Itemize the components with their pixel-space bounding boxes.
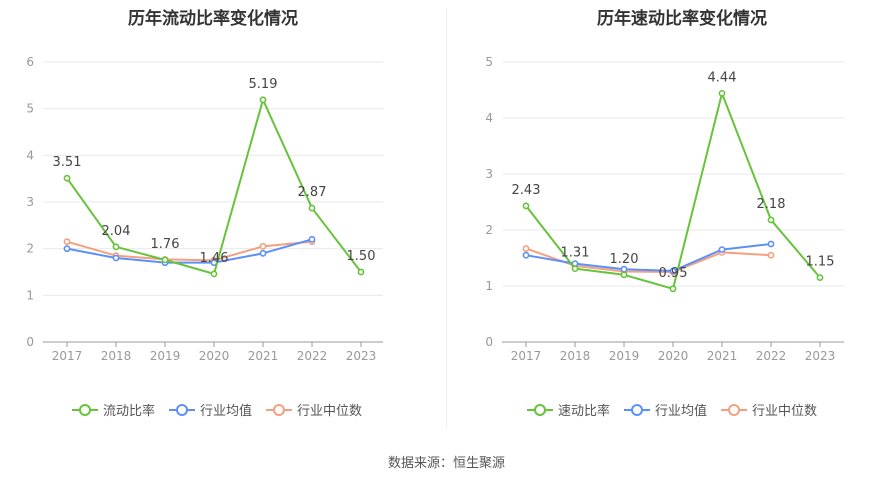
data-point (767, 240, 775, 248)
x-tick-label: 2020 (658, 349, 689, 363)
x-tick-label: 2022 (756, 349, 787, 363)
x-tick-label: 2023 (805, 349, 836, 363)
chart-title: 历年速动比率变化情况 (597, 9, 767, 29)
legend-item-median[interactable]: 行业中位数 (721, 400, 817, 419)
legend-line-icon (526, 403, 553, 417)
data-point (522, 202, 530, 210)
data-point (620, 271, 628, 279)
legend: 流动比率 行业均值 行业中位数 (0, 400, 440, 419)
data-label: 2.43 (512, 183, 541, 198)
series-line-1 (66, 238, 313, 264)
y-tick-label: 6 (26, 55, 34, 69)
legend-line-icon (168, 403, 195, 417)
legend-item-avg[interactable]: 行业均值 (168, 400, 252, 419)
data-source: 数据来源：恒生聚源 (387, 456, 505, 471)
data-point (308, 204, 316, 212)
y-tick-label: 5 (485, 55, 493, 69)
y-tick-label: 0 (26, 335, 34, 349)
data-label: 2.04 (102, 224, 131, 239)
chart-panel-quick-ratio: 历年速动比率变化情况 0 1 2 3 4 5 2017 2018 2019 2020 2021 202… (447, 0, 893, 430)
data-point (259, 242, 267, 250)
data-point (767, 216, 775, 224)
x-tick-label: 2018 (101, 349, 132, 363)
data-point (522, 245, 530, 252)
x-tick-label: 2017 (511, 349, 542, 363)
data-point (63, 174, 71, 182)
data-point (112, 254, 120, 262)
data-point (571, 265, 579, 273)
data-point (210, 270, 218, 278)
data-point (669, 285, 677, 293)
y-tick-label: 4 (26, 148, 34, 162)
y-tick-label: 2 (26, 242, 34, 256)
data-point (63, 238, 71, 246)
x-tick-label: 2021 (707, 349, 738, 363)
current-ratio-plot: 0 1 2 3 4 5 6 2017 2018 2019 2020 2021 2022 2023 3.51 2… (26, 55, 383, 363)
data-label: 1.31 (561, 246, 590, 261)
y-tick-label: 2 (485, 223, 493, 237)
legend-item-median[interactable]: 行业中位数 (266, 400, 362, 419)
data-label: 3.51 (53, 155, 82, 170)
series-line-2 (66, 240, 313, 262)
y-tick-label: 4 (485, 111, 493, 125)
legend-item-main[interactable]: 速动比率 (526, 400, 610, 419)
data-point (718, 89, 726, 97)
data-point (308, 235, 316, 243)
legend-line-icon (623, 403, 650, 417)
series-line-1 (525, 243, 772, 272)
data-label: 2.87 (298, 185, 327, 200)
legend-label: 流动比率 (102, 404, 155, 419)
data-label: 1.46 (200, 251, 229, 266)
data-label: 1.76 (151, 237, 180, 252)
data-label: 1.15 (806, 255, 835, 270)
legend-label: 行业均值 (199, 404, 252, 419)
legend-label: 行业中位数 (752, 404, 818, 419)
data-point (357, 268, 365, 276)
data-label: 2.18 (757, 197, 786, 212)
y-tick-label: 1 (485, 279, 493, 293)
data-label: 5.19 (249, 77, 278, 92)
data-label: 0.95 (659, 266, 688, 281)
data-point (522, 251, 530, 259)
x-tick-label: 2021 (248, 349, 279, 363)
panel-divider (446, 8, 447, 428)
legend-line-icon (721, 403, 747, 417)
legend-line-icon (71, 403, 98, 417)
legend-label: 行业中位数 (297, 404, 363, 419)
data-point (718, 246, 726, 253)
data-point (161, 256, 169, 264)
x-tick-label: 2022 (297, 349, 328, 363)
data-label: 1.20 (610, 252, 639, 267)
quick-ratio-plot: 0 1 2 3 4 5 2017 2018 2019 2020 2021 2022 2023 2.43 1.… (485, 55, 844, 363)
y-tick-label: 1 (26, 288, 34, 302)
legend: 速动比率 行业均值 行业中位数 (449, 400, 893, 419)
chart-title: 历年流动比率变化情况 (128, 9, 298, 29)
legend-line-icon (266, 403, 292, 417)
x-tick-label: 2018 (560, 349, 591, 363)
chart-panel-current-ratio: 历年流动比率变化情况 0 1 2 3 4 5 6 2017 2018 2019 2020 2021 20… (0, 0, 446, 430)
y-tick-label: 5 (26, 102, 34, 116)
data-point (767, 251, 775, 259)
x-tick-label: 2023 (346, 349, 377, 363)
y-tick-label: 3 (26, 195, 34, 209)
x-tick-label: 2019 (150, 349, 181, 363)
legend-label: 行业均值 (654, 404, 707, 419)
data-point (259, 96, 267, 104)
data-label: 4.44 (708, 70, 737, 85)
legend-item-main[interactable]: 流动比率 (71, 400, 155, 419)
x-tick-label: 2020 (199, 349, 230, 363)
data-point (259, 249, 267, 257)
data-point (669, 267, 677, 275)
y-tick-label: 3 (485, 167, 493, 181)
data-point (63, 245, 71, 253)
x-tick-label: 2019 (609, 349, 640, 363)
data-label: 1.50 (347, 249, 376, 264)
data-point (112, 243, 120, 251)
data-point (620, 265, 628, 273)
x-tick-label: 2017 (52, 349, 83, 363)
data-point (816, 274, 824, 281)
y-tick-label: 0 (485, 335, 493, 349)
legend-item-avg[interactable]: 行业均值 (623, 400, 707, 419)
legend-label: 速动比率 (557, 404, 610, 419)
